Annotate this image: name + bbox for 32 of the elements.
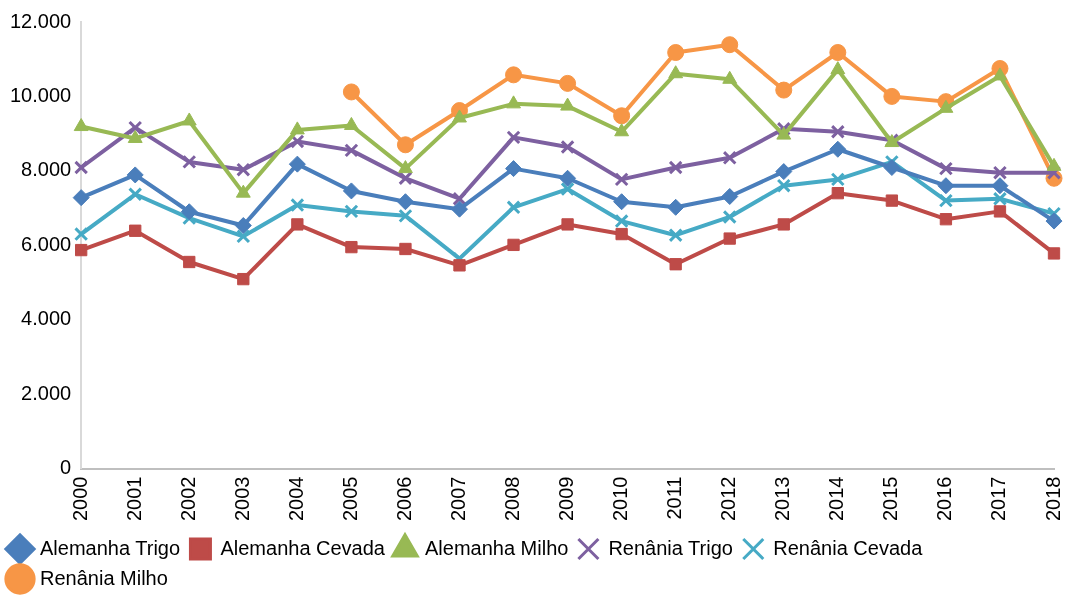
x-tick-label: 2013 xyxy=(771,476,794,522)
x-tick-label: 2003 xyxy=(230,476,253,522)
y-tick-label: 10.000 xyxy=(10,83,72,106)
x-tick-label: 2014 xyxy=(825,476,848,522)
x-tick-label: 2001 xyxy=(122,476,145,522)
x-tick-label: 2018 xyxy=(1041,476,1064,522)
x-tick-label: 2015 xyxy=(879,476,902,522)
y-tick-label: 6.000 xyxy=(21,232,72,255)
legend-label: Renânia Milho xyxy=(40,566,168,589)
x-tick-label: 2011 xyxy=(663,476,686,520)
legend-label: Alemanha Milho xyxy=(424,536,569,559)
legend-label: Renânia Trigo xyxy=(608,536,733,559)
y-tick-label: 8.000 xyxy=(21,158,72,181)
y-tick-label: 0 xyxy=(60,456,72,479)
x-tick-label: 2008 xyxy=(501,476,524,522)
y-tick-label: 2.000 xyxy=(21,381,72,404)
legend-label: Renânia Cevada xyxy=(773,536,924,559)
legend-label: Alemanha Trigo xyxy=(40,536,181,559)
x-tick-label: 2016 xyxy=(933,476,956,522)
x-tick-label: 2000 xyxy=(68,476,91,522)
x-tick-label: 2007 xyxy=(447,476,470,522)
x-tick-label: 2004 xyxy=(284,476,307,522)
x-tick-label: 2017 xyxy=(987,476,1010,522)
x-tick-label: 2010 xyxy=(609,476,632,522)
x-tick-label: 2005 xyxy=(338,476,361,522)
x-tick-label: 2009 xyxy=(555,476,578,522)
x-tick-label: 2012 xyxy=(717,476,740,522)
y-tick-label: 4.000 xyxy=(21,307,72,330)
x-tick-label: 2002 xyxy=(176,476,199,522)
x-tick-label: 2006 xyxy=(392,476,415,522)
legend-label: Alemanha Cevada xyxy=(220,536,386,559)
y-tick-label: 12.000 xyxy=(10,9,72,32)
